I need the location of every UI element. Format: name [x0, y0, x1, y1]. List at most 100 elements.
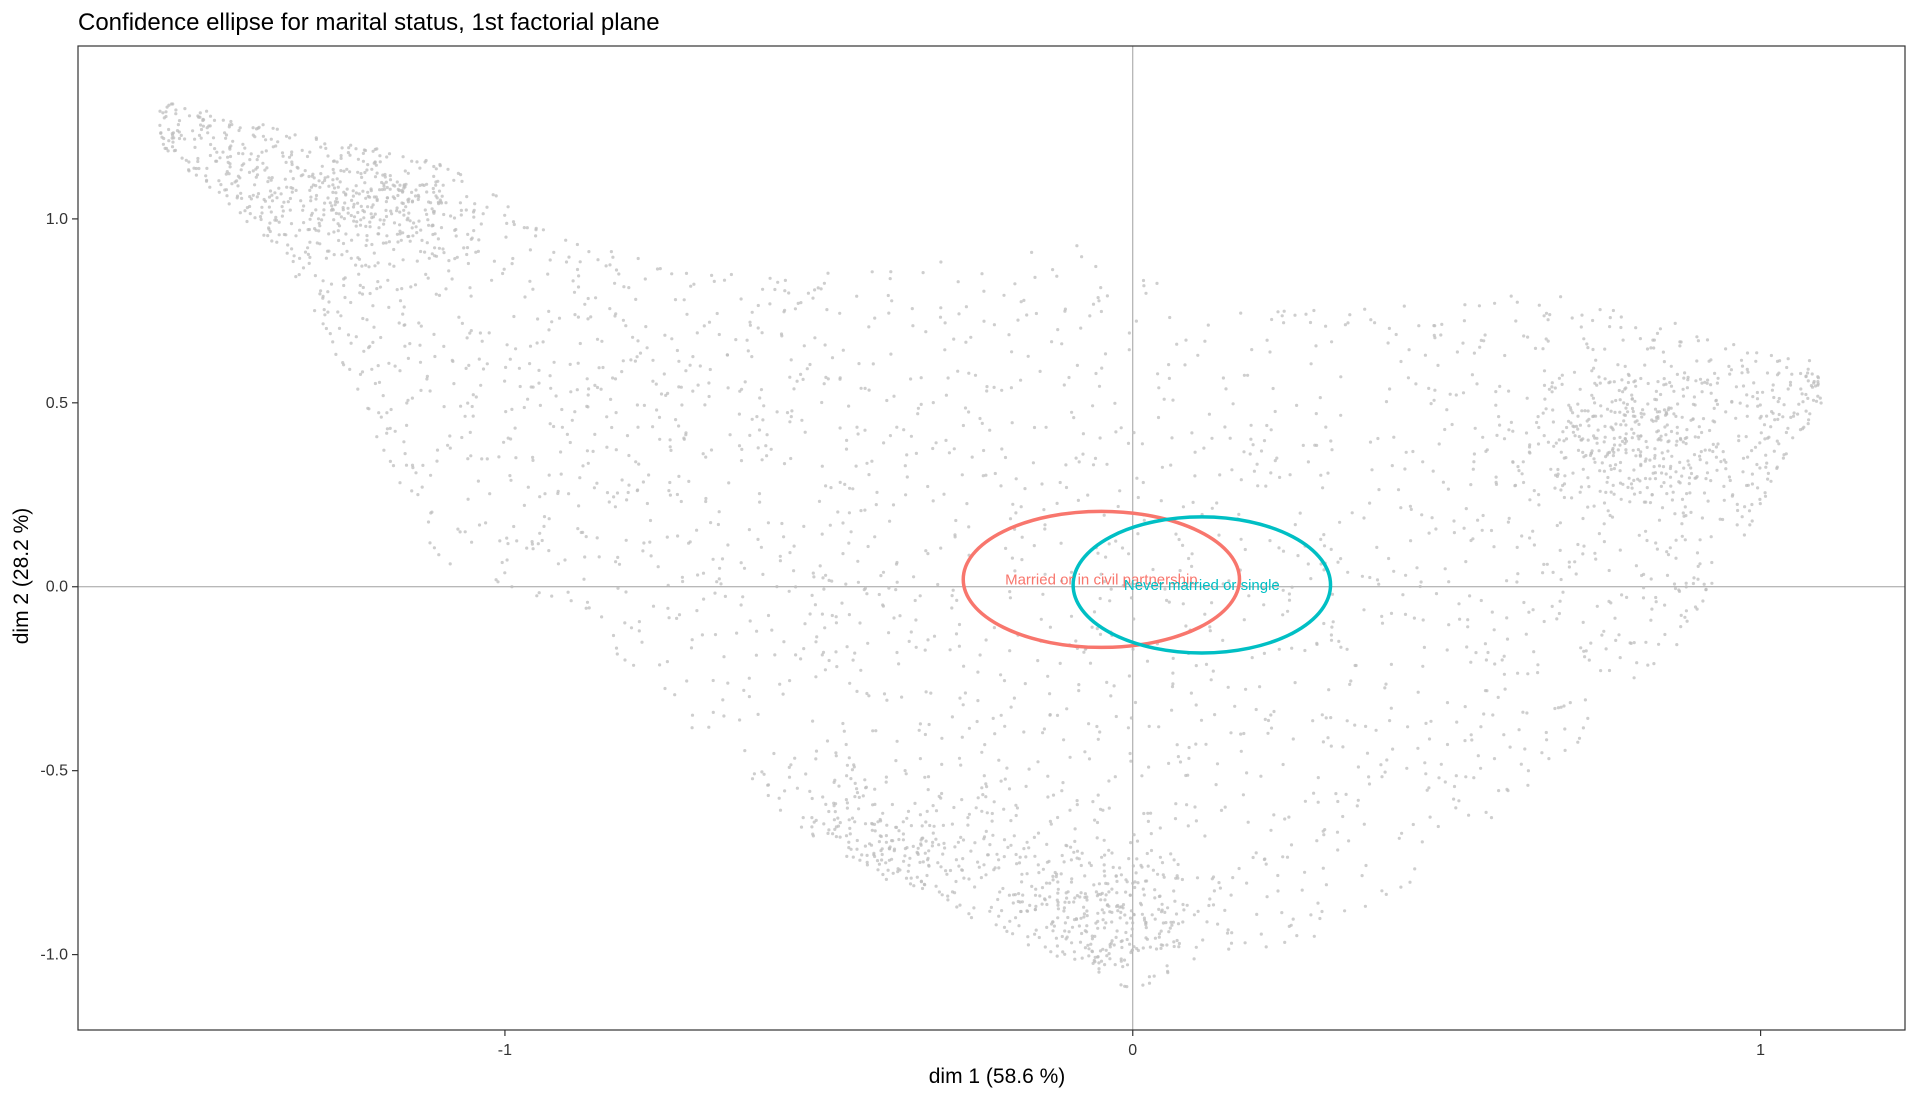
data-point [1462, 526, 1466, 530]
data-point [739, 459, 744, 463]
data-point [501, 271, 505, 276]
data-point [328, 332, 332, 336]
data-point [1728, 478, 1732, 483]
data-point [1626, 485, 1630, 489]
data-point [1132, 912, 1136, 917]
data-point [939, 306, 943, 310]
data-point [1314, 412, 1318, 416]
data-point [1662, 383, 1666, 387]
data-point [1013, 893, 1018, 897]
data-point [225, 194, 229, 198]
data-point [1192, 957, 1196, 961]
data-point [1025, 872, 1029, 876]
data-point [1653, 453, 1657, 458]
data-point [1689, 510, 1693, 514]
data-point [1523, 747, 1527, 751]
data-point [1769, 425, 1773, 429]
data-point [1741, 384, 1746, 388]
data-point [1576, 740, 1580, 744]
data-point [1069, 858, 1073, 862]
data-point [1498, 423, 1502, 427]
data-point [689, 284, 693, 288]
data-point [1056, 916, 1060, 920]
data-point [834, 751, 838, 755]
data-point [1329, 439, 1333, 443]
data-point [716, 522, 721, 527]
data-point [1336, 560, 1340, 564]
data-point [787, 765, 791, 770]
data-point [367, 265, 371, 269]
data-point [159, 131, 163, 135]
data-point [1516, 572, 1520, 576]
data-point [758, 396, 762, 400]
data-point [845, 801, 850, 805]
data-point [1103, 352, 1108, 356]
data-point [1061, 950, 1065, 954]
data-point [1602, 522, 1606, 526]
data-point [1109, 587, 1113, 591]
data-point [1685, 492, 1689, 496]
data-point [1097, 961, 1101, 965]
data-point [645, 346, 649, 350]
data-point [884, 834, 889, 838]
data-point [624, 538, 628, 542]
data-point [1558, 521, 1562, 525]
data-point [964, 340, 968, 344]
data-point [992, 626, 997, 630]
data-point [1321, 866, 1325, 870]
data-point [1039, 617, 1043, 621]
data-point [1092, 610, 1097, 614]
data-point [402, 186, 406, 190]
data-point [637, 620, 642, 624]
data-point [379, 415, 383, 419]
data-point [221, 150, 225, 154]
data-point [1281, 613, 1285, 617]
data-point [742, 688, 746, 693]
data-point [1661, 350, 1665, 354]
data-point [469, 294, 473, 298]
data-point [844, 447, 849, 451]
data-point [1791, 436, 1795, 440]
data-point [1157, 935, 1161, 939]
data-point [377, 226, 381, 230]
data-point [609, 250, 614, 254]
data-point [335, 177, 339, 181]
data-point [848, 832, 852, 836]
data-point [1472, 452, 1476, 456]
data-point [1019, 378, 1023, 382]
data-point [1406, 725, 1410, 729]
data-point [587, 387, 591, 391]
data-point [1384, 400, 1389, 404]
data-point [768, 276, 772, 280]
data-point [788, 679, 792, 683]
data-point [1659, 438, 1663, 442]
data-point [1755, 390, 1759, 395]
data-point [607, 500, 611, 504]
data-point [985, 389, 989, 393]
data-point [1105, 954, 1109, 958]
data-point [1041, 731, 1045, 735]
data-point [375, 171, 379, 175]
data-point [1742, 533, 1746, 537]
data-point [276, 140, 280, 144]
data-point [1672, 389, 1676, 393]
data-point [918, 594, 922, 598]
data-point [323, 142, 327, 146]
data-point [1684, 442, 1688, 446]
data-point [1763, 437, 1767, 441]
data-point [356, 256, 360, 260]
data-point [832, 818, 837, 822]
data-point [1565, 425, 1569, 430]
data-point [1072, 900, 1076, 904]
data-point [1496, 695, 1500, 700]
data-point [1611, 446, 1615, 451]
data-point [1630, 397, 1634, 401]
data-point [936, 861, 940, 865]
data-point [1014, 916, 1018, 920]
data-point [366, 163, 370, 167]
data-point [855, 425, 859, 429]
data-point [584, 535, 588, 539]
data-point [1483, 642, 1487, 646]
data-point [986, 853, 990, 857]
data-point [1094, 264, 1098, 269]
